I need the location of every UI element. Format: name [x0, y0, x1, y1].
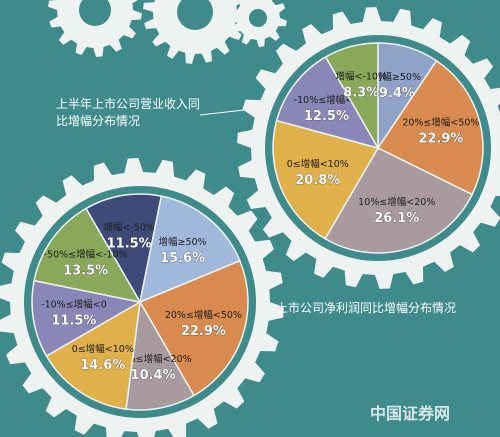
gear	[143, 0, 247, 64]
pie-slice	[272, 119, 380, 240]
pie-slice	[138, 259, 249, 397]
gear-hole	[249, 9, 267, 27]
slice-value: 12.5%	[304, 109, 349, 124]
gear	[48, 0, 142, 57]
slice-value: 9.4%	[379, 86, 415, 101]
slice-value: 22.9%	[181, 324, 226, 339]
slice-category: 增幅≥50%	[373, 71, 421, 83]
slice-category: 20%≤增幅<50%	[402, 117, 479, 129]
chart-title: 上半年上市公司营业收入同比增幅分布情况	[56, 97, 201, 128]
slice-category: 增幅<-10%	[335, 71, 387, 83]
pie-slice	[45, 300, 141, 410]
slice-value: 8.3%	[343, 86, 379, 101]
slice-category: -10%≤增幅<0	[41, 298, 107, 310]
pie-slice	[324, 42, 379, 151]
pie-slice	[376, 59, 484, 196]
pie-slice	[125, 299, 196, 411]
slice-value: 11.5%	[51, 313, 96, 328]
slice-category: -50%≤增幅<-10%	[44, 248, 128, 260]
slice-value: 13.5%	[63, 263, 108, 278]
gear-hole	[177, 0, 213, 30]
pie-slice	[33, 207, 142, 304]
slice-category: 10%≤增幅<20%	[358, 196, 435, 208]
slice-value: 15.6%	[160, 251, 205, 266]
slice-value: 20.8%	[295, 173, 340, 188]
pie-slice	[275, 55, 380, 150]
slice-category: 10%≤增幅<20%	[115, 353, 192, 365]
slice-category: 增幅<-50%	[103, 221, 155, 233]
chart-title: 上市公司净利润同比增幅分布情况	[276, 301, 457, 315]
slice-category: 增幅≥50%	[159, 236, 207, 248]
slice-value: 26.1%	[374, 211, 419, 226]
pie-slice	[324, 147, 474, 254]
pie-slice	[84, 193, 163, 305]
slice-value: 22.9%	[418, 132, 463, 147]
watermark: 中国证券网	[370, 404, 451, 423]
slice-category: 0≤增幅<10%	[287, 158, 349, 170]
slice-value: 10.4%	[131, 368, 176, 383]
slice-value: 14.6%	[80, 358, 125, 373]
pie-slice	[31, 279, 143, 358]
slice-category: 20%≤增幅<50%	[165, 309, 242, 321]
pie-slice	[138, 195, 241, 304]
slice-category: 0≤增幅<10%	[72, 343, 134, 355]
gear-hole	[79, 0, 111, 26]
slice-value: 11.5%	[107, 236, 152, 251]
slice-category: -10%≤增幅<0	[294, 94, 360, 106]
